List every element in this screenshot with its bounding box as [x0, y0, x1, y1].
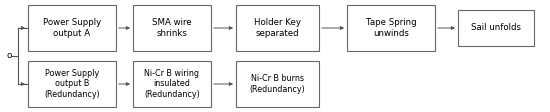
Bar — [236, 61, 319, 107]
Bar — [458, 10, 534, 46]
Text: Ni-Cr B wiring
insulated
(Redundancy): Ni-Cr B wiring insulated (Redundancy) — [144, 69, 200, 99]
Text: Tape Spring
unwinds: Tape Spring unwinds — [366, 18, 416, 38]
Text: o: o — [6, 52, 12, 60]
Bar — [236, 5, 319, 51]
Text: Holder Key
separated: Holder Key separated — [254, 18, 301, 38]
Text: Sail unfolds: Sail unfolds — [471, 24, 521, 32]
Bar — [28, 5, 116, 51]
Text: Power Supply
output B
(Redundancy): Power Supply output B (Redundancy) — [44, 69, 100, 99]
Bar — [133, 5, 211, 51]
Bar — [347, 5, 435, 51]
Bar — [133, 61, 211, 107]
Text: Ni-Cr B burns
(Redundancy): Ni-Cr B burns (Redundancy) — [250, 74, 305, 94]
Text: SMA wire
shrinks: SMA wire shrinks — [152, 18, 192, 38]
Text: Power Supply
output A: Power Supply output A — [43, 18, 101, 38]
Bar — [28, 61, 116, 107]
